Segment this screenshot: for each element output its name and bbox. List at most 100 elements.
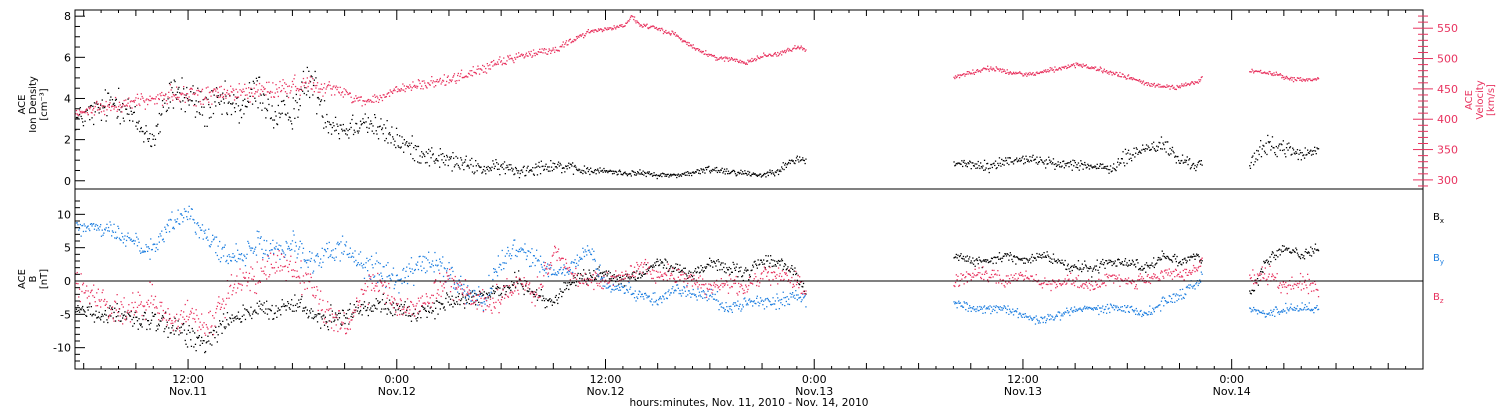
data-point-velocity-2-40 [1280, 74, 1282, 76]
data-point-By-0-645 [579, 258, 582, 260]
data-point-density-0-796 [698, 172, 700, 174]
data-point-density-0-773 [680, 174, 682, 176]
data-point-density-0-736 [651, 173, 653, 175]
data-point-Bx-0-615 [556, 299, 558, 301]
data-point-By-0-622 [561, 272, 564, 274]
data-point-Bx-0-767 [675, 263, 677, 265]
data-point-density-0-680 [607, 171, 609, 174]
data-point-Bx-0-804 [704, 266, 706, 268]
data-point-velocity-0-515 [478, 68, 480, 70]
data-point-By-0-198 [230, 259, 232, 262]
data-point-density-0-156 [197, 87, 199, 89]
data-point-velocity-0-880 [763, 54, 766, 56]
data-point-velocity-0-182 [217, 91, 219, 94]
data-point-density-0-293 [304, 87, 306, 89]
data-point-By-0-838 [730, 309, 733, 311]
data-point-By-0-299 [309, 251, 311, 253]
data-point-Bx-2-43 [1282, 250, 1284, 252]
data-point-Bx-0-401 [388, 299, 391, 301]
data-point-velocity-0-503 [468, 73, 470, 75]
data-point-By-0-507 [471, 291, 474, 293]
data-point-velocity-0-878 [762, 56, 764, 58]
data-point-density-0-388 [378, 126, 380, 128]
data-point-density-1-18 [967, 162, 969, 164]
data-point-density-2-55 [1292, 147, 1294, 149]
data-point-density-1-308 [1194, 164, 1196, 167]
data-point-Bx-0-63 [124, 311, 126, 313]
data-point-Bx-0-70 [129, 315, 132, 317]
data-point-velocity-0-81 [138, 103, 140, 105]
data-point-By-0-485 [454, 288, 456, 290]
data-point-velocity-0-613 [554, 46, 557, 49]
data-point-density-0-770 [677, 173, 679, 175]
data-point-density-1-6 [958, 162, 960, 164]
data-point-Bx-1-212 [1119, 262, 1121, 264]
data-point-density-1-219 [1124, 148, 1127, 150]
data-point-Bx-0-350 [348, 308, 351, 311]
data-point-Bx-0-488 [457, 303, 459, 305]
data-point-density-0-646 [580, 171, 582, 174]
data-point-velocity-0-454 [430, 80, 432, 82]
data-point-velocity-0-391 [381, 97, 383, 99]
data-point-Bx-0-428 [410, 315, 412, 317]
data-point-velocity-0-751 [662, 32, 665, 35]
data-point-velocity-0-773 [680, 39, 682, 41]
data-point-Bx-0-654 [586, 277, 589, 279]
data-point-density-0-309 [316, 97, 319, 99]
data-point-density-0-30 [98, 112, 100, 114]
data-point-velocity-0-112 [162, 94, 164, 96]
data-point-velocity-0-113 [163, 98, 165, 100]
data-point-Bx-1-166 [1083, 267, 1085, 269]
data-point-Bx-0-264 [281, 299, 283, 301]
data-point-velocity-0-106 [158, 98, 160, 100]
data-point-velocity-0-617 [557, 49, 560, 52]
data-point-velocity-0-123 [171, 96, 173, 98]
data-point-Bx-1-97 [1029, 258, 1031, 260]
data-point-density-1-313 [1198, 160, 1200, 163]
data-point-Bx-0-160 [200, 340, 202, 342]
data-point-Bx-0-647 [581, 278, 583, 280]
data-point-velocity-2-18 [1263, 72, 1265, 74]
data-point-Bx-1-242 [1142, 268, 1145, 270]
data-point-By-0-238 [261, 248, 263, 250]
data-point-By-0-627 [565, 267, 568, 270]
data-point-velocity-0-137 [182, 93, 184, 95]
data-point-By-0-442 [421, 269, 423, 272]
data-point-density-1-5 [957, 162, 959, 164]
data-point-velocity-0-196 [228, 93, 230, 95]
data-point-By-0-832 [726, 306, 728, 308]
data-point-velocity-0-727 [644, 24, 646, 26]
data-point-Bx-1-113 [1041, 253, 1044, 256]
data-point-Bx-0-811 [709, 265, 712, 267]
data-point-density-0-245 [266, 110, 269, 112]
data-point-By-0-592 [538, 260, 540, 262]
data-point-velocity-0-122 [170, 89, 172, 91]
data-point-Bx-1-156 [1075, 266, 1077, 268]
data-point-By-0-517 [479, 292, 481, 294]
data-point-By-0-504 [469, 290, 471, 292]
data-point-Bx-2-8 [1255, 282, 1257, 284]
data-point-By-0-607 [550, 267, 552, 269]
data-point-Bx-0-857 [745, 270, 748, 272]
data-point-By-0-175 [212, 234, 214, 236]
data-point-By-0-562 [514, 254, 517, 257]
data-point-By-0-390 [380, 272, 382, 274]
data-point-Bx-0-623 [562, 291, 564, 293]
data-point-velocity-0-654 [586, 30, 589, 33]
data-point-Bx-0-95 [149, 328, 151, 330]
data-point-Bx-0-137 [182, 324, 184, 326]
data-point-By-0-638 [574, 259, 576, 261]
data-point-Bx-1-175 [1090, 267, 1092, 269]
data-point-Bx-2-57 [1293, 251, 1295, 253]
data-point-velocity-0-453 [429, 84, 431, 86]
data-point-density-1-146 [1067, 162, 1069, 164]
data-point-Bx-0-72 [131, 318, 133, 321]
data-point-By-0-263 [280, 252, 283, 255]
data-point-Bx-0-629 [567, 282, 569, 284]
data-point-By-0-888 [770, 303, 772, 306]
data-point-velocity-2-50 [1288, 77, 1290, 80]
data-point-By-0-881 [764, 299, 766, 301]
data-point-velocity-0-373 [367, 99, 369, 102]
data-point-velocity-0-516 [478, 73, 481, 75]
data-point-velocity-0-93 [147, 98, 150, 101]
